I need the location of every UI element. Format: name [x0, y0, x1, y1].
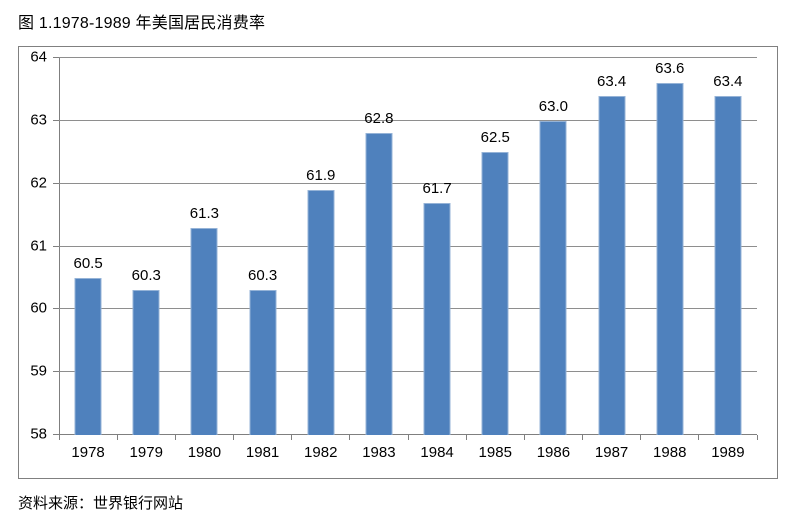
category-slot: 63.6 1988 — [641, 58, 699, 460]
gridline: 58 — [30, 427, 757, 442]
x-axis-label: 1985 — [478, 444, 512, 461]
bar — [539, 120, 567, 435]
y-axis-tick — [53, 434, 59, 435]
x-axis-label: 1988 — [653, 444, 687, 461]
y-axis-line — [59, 58, 60, 435]
category-slot: 60.3 1979 — [117, 58, 175, 460]
y-axis-label: 62 — [30, 174, 47, 192]
bar — [190, 227, 218, 435]
category-slot: 61.3 1980 — [175, 58, 233, 460]
x-axis-tick — [523, 435, 525, 440]
bar-value-label: 63.6 — [655, 60, 685, 78]
bar-value-label: 63.4 — [713, 72, 743, 90]
x-axis-tick — [58, 435, 60, 440]
x-axis-label: 1979 — [129, 444, 163, 461]
chart-title: 图 1.1978-1989 年美国居民消费率 — [18, 15, 266, 32]
category-slot: 63.4 1987 — [583, 58, 641, 460]
x-axis-label: 1983 — [362, 444, 396, 461]
bar — [423, 202, 451, 435]
x-axis-tick — [756, 435, 758, 440]
x-axis-tick — [349, 435, 351, 440]
y-axis-tick — [53, 182, 59, 184]
bar — [307, 189, 335, 435]
x-axis-tick — [174, 435, 176, 440]
bar — [656, 83, 684, 435]
category-slot: 60.3 1981 — [234, 58, 292, 460]
bar — [365, 133, 393, 435]
plot-area: 58 59 60 61 62 63 64 60.5 1978 60.3 1979 61.3 1980 60… — [30, 50, 758, 460]
bar — [481, 152, 509, 435]
bar — [132, 290, 160, 435]
bar-value-label: 62.5 — [480, 129, 510, 147]
x-axis-label: 1984 — [420, 444, 454, 461]
y-axis-tick — [53, 308, 59, 310]
bar-value-label: 60.3 — [131, 267, 161, 285]
category-slot: 63.0 1986 — [524, 58, 582, 460]
source-note: 资料来源：世界银行网站 — [18, 495, 184, 512]
y-axis-label: 63 — [30, 111, 47, 129]
x-axis-label: 1987 — [594, 444, 629, 461]
x-axis-tick — [698, 435, 700, 440]
category-slot: 62.8 1983 — [350, 58, 408, 460]
category-slot: 62.5 1985 — [466, 58, 524, 460]
bar-value-label: 61.9 — [306, 166, 336, 184]
x-axis-label: 1978 — [71, 444, 105, 461]
bar-value-label: 62.8 — [364, 110, 394, 128]
gridline: 61 — [30, 238, 757, 253]
x-axis-label: 1986 — [536, 444, 571, 461]
category-slot: 61.9 1982 — [292, 58, 350, 460]
bar-value-label: 63.0 — [538, 97, 569, 115]
x-axis-tick — [291, 435, 293, 440]
category-slot: 63.4 1989 — [699, 58, 757, 460]
x-axis-tick — [407, 435, 409, 440]
x-axis-label: 1980 — [187, 444, 222, 461]
bar — [74, 277, 102, 435]
x-axis-tick — [640, 435, 642, 440]
y-axis-label: 61 — [30, 237, 47, 254]
x-axis-label: 1981 — [245, 444, 280, 461]
y-axis-tick — [53, 119, 59, 121]
category-slot: 60.5 1978 — [59, 58, 117, 460]
x-axis-tick — [116, 435, 118, 440]
gridline: 60 — [30, 301, 757, 316]
bar — [598, 95, 626, 435]
x-axis-tick — [582, 435, 583, 440]
x-axis-tick — [233, 435, 234, 440]
x-axis-tick — [465, 435, 467, 440]
gridline: 63 — [30, 112, 757, 127]
y-axis-label: 64 — [30, 48, 47, 66]
gridline: 59 — [30, 364, 757, 379]
bar — [249, 290, 277, 435]
category-slot: 61.7 1984 — [408, 58, 466, 460]
bar-value-label: 60.5 — [73, 254, 103, 272]
bar-value-label: 61.7 — [422, 179, 452, 197]
bar-value-label: 61.3 — [189, 204, 220, 222]
y-axis-tick — [53, 371, 59, 373]
bar-value-label: 63.4 — [596, 72, 627, 90]
bar — [714, 95, 742, 435]
bar-value-label: 60.3 — [247, 267, 278, 285]
y-axis-tick — [53, 57, 59, 58]
y-axis-tick — [53, 245, 59, 247]
chart-frame: 58 59 60 61 62 63 64 60.5 1978 60.3 1979 61.3 1980 60… — [18, 46, 778, 479]
x-axis-label: 1989 — [711, 444, 745, 461]
y-axis-label: 60 — [30, 299, 47, 317]
y-axis-label: 59 — [30, 362, 47, 380]
x-axis-label: 1982 — [304, 444, 338, 461]
y-axis-label: 58 — [30, 425, 47, 443]
gridline: 64 — [30, 50, 757, 65]
gridline: 62 — [30, 175, 757, 190]
